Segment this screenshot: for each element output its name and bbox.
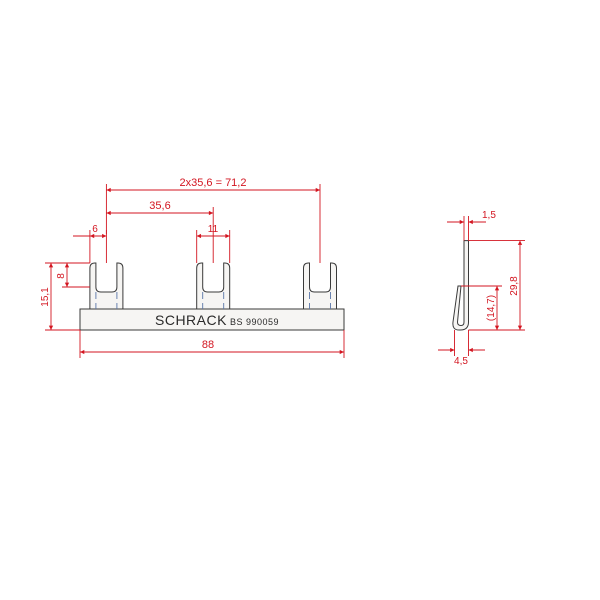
- dim-prong-width: 11: [208, 224, 219, 235]
- part-code-label: BS 990059: [230, 317, 279, 327]
- brand-label: SCHRACK: [155, 312, 227, 328]
- dim-pitch-1x: 35,6: [149, 200, 170, 212]
- dim-depth: 4,5: [454, 356, 468, 367]
- dim-thickness: 1,5: [482, 210, 496, 221]
- dim-height-total: 15,1: [40, 287, 51, 307]
- dim-shoulder: 6: [92, 224, 98, 235]
- dim-overall-width: 88: [202, 339, 214, 351]
- side-view: 1,5 29,8 (14,7) 4,5: [438, 210, 525, 367]
- drawing-canvas: SCHRACK BS 990059 88 2x35,6 = 71,2 35,6 …: [0, 0, 600, 600]
- dim-clip-height: (14,7): [486, 295, 497, 321]
- dim-pitch-2x: 2x35,6 = 71,2: [180, 177, 247, 189]
- dim-side-height: 29,8: [509, 276, 520, 296]
- dim-height-prong: 8: [56, 273, 67, 279]
- front-view: SCHRACK BS 990059 88 2x35,6 = 71,2 35,6 …: [40, 177, 344, 358]
